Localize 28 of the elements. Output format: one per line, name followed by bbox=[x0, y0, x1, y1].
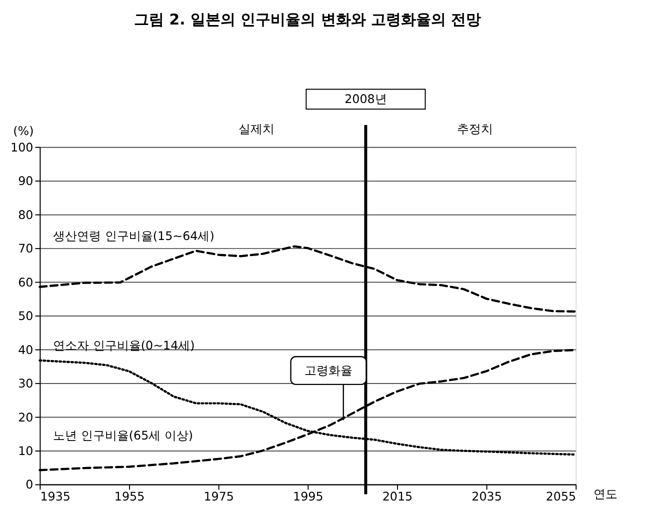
annotation: 고령화율 bbox=[304, 364, 352, 378]
x-tick-label: 1995 bbox=[293, 490, 324, 504]
series-label: 생산연령 인구비율(15~64세) bbox=[53, 228, 214, 243]
ref-line-label: 2008년 bbox=[344, 92, 387, 106]
series-label: 노년 인구비율(65세 이상) bbox=[53, 428, 194, 443]
y-tick-label: 90 bbox=[18, 174, 34, 188]
x-tick-label: 1935 bbox=[40, 490, 70, 504]
y-tick-label: 30 bbox=[18, 376, 34, 391]
chart-title: 그림 2. 일본의 인구비율의 변화와 고령화율의 전망 bbox=[134, 10, 482, 28]
x-tick-label: 1975 bbox=[204, 490, 234, 504]
y-tick-label: 50 bbox=[18, 309, 34, 324]
x-tick-label: 2055 bbox=[546, 490, 576, 504]
y-axis-title: (%) bbox=[13, 124, 34, 138]
text: 추정치 bbox=[456, 122, 493, 136]
series-label: 연소자 인구비율(0~14세) bbox=[53, 338, 195, 353]
y-tick-label: 10 bbox=[18, 444, 34, 458]
y-tick-label: 20 bbox=[18, 410, 34, 424]
text: 실제치 bbox=[238, 122, 275, 136]
x-tick-label: 2015 bbox=[382, 490, 413, 504]
x-axis-title: 연도 bbox=[593, 487, 618, 502]
y-tick-label: 40 bbox=[18, 342, 34, 357]
y-tick-label: 70 bbox=[18, 242, 34, 256]
x-tick-label: 2035 bbox=[472, 490, 502, 504]
y-tick-label: 60 bbox=[18, 275, 34, 290]
y-tick-label: 0 bbox=[26, 478, 34, 492]
y-tick-label: 80 bbox=[18, 208, 34, 222]
y-tick-label: 100 bbox=[10, 140, 34, 154]
x-tick-label: 1955 bbox=[114, 490, 145, 504]
